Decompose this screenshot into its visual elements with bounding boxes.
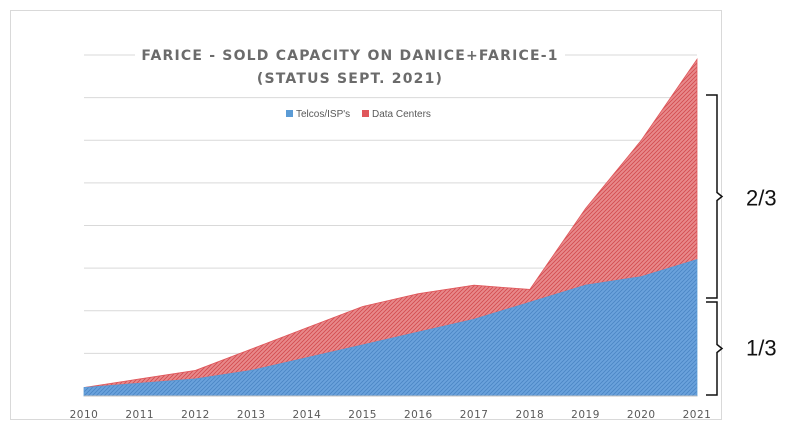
legend-swatch-data-centers bbox=[362, 110, 369, 117]
legend: Telcos/ISP's Data Centers bbox=[286, 109, 431, 120]
x-tick-label: 2012 bbox=[181, 409, 210, 421]
bracket-data-centers bbox=[706, 94, 724, 299]
chart-title-line-2: (STATUS SEPT. 2021) bbox=[257, 71, 443, 87]
x-tick-label: 2011 bbox=[125, 409, 154, 421]
x-tick-label: 2019 bbox=[571, 409, 600, 421]
x-tick-label: 2014 bbox=[293, 409, 322, 421]
x-tick-label: 2017 bbox=[460, 409, 489, 421]
chart-title-line-1: FARICE - SOLD CAPACITY ON DANICE+FARICE-… bbox=[141, 48, 558, 64]
x-tick-label: 2016 bbox=[404, 409, 433, 421]
x-tick-label: 2010 bbox=[70, 409, 99, 421]
x-tick-label: 2020 bbox=[627, 409, 656, 421]
title-background bbox=[135, 38, 565, 96]
x-tick-label: 2018 bbox=[515, 409, 544, 421]
x-tick-label: 2013 bbox=[237, 409, 266, 421]
legend-label-telcos: Telcos/ISP's bbox=[296, 109, 350, 120]
x-tick-label: 2021 bbox=[683, 409, 712, 421]
annotation-one-third: 1/3 bbox=[746, 336, 777, 361]
annotation-two-thirds: 2/3 bbox=[746, 186, 777, 211]
series-areas bbox=[83, 57, 698, 397]
area-telcos bbox=[83, 259, 698, 397]
legend-label-data-centers: Data Centers bbox=[372, 109, 431, 120]
x-axis-ticks: 2010 2011 2012 2013 2014 2015 2016 2017 2018 2019… bbox=[70, 409, 712, 421]
legend-swatch-telcos bbox=[286, 110, 293, 117]
x-tick-label: 2015 bbox=[348, 409, 377, 421]
bracket-telcos bbox=[706, 301, 724, 396]
